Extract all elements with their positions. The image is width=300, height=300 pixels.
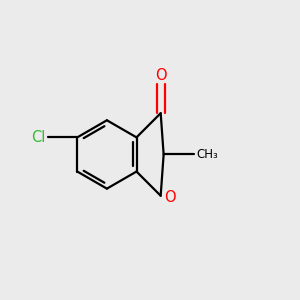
Text: O: O xyxy=(164,190,176,205)
Text: O: O xyxy=(155,68,167,83)
Text: Cl: Cl xyxy=(32,130,46,145)
Text: CH₃: CH₃ xyxy=(197,148,218,161)
